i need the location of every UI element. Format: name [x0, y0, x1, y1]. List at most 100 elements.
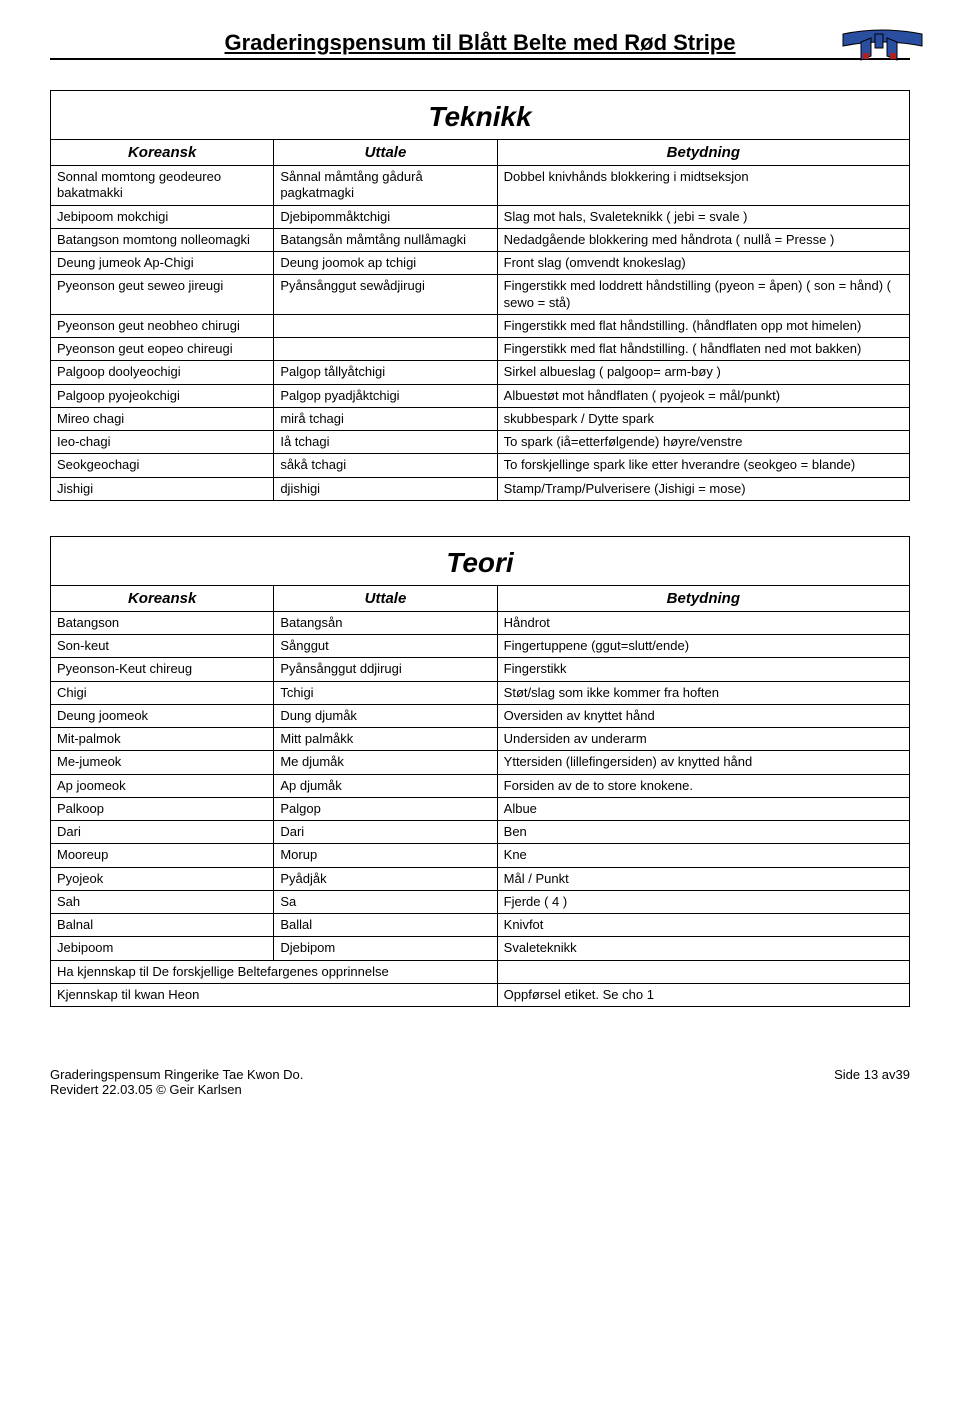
table-cell: Mål / Punkt — [497, 867, 909, 890]
table-cell: Sa — [274, 890, 497, 913]
table-cell: Dung djumåk — [274, 704, 497, 727]
table-cell: Fjerde ( 4 ) — [497, 890, 909, 913]
page-footer: Graderingspensum Ringerike Tae Kwon Do. … — [50, 1067, 910, 1097]
table-cell: Dari — [51, 821, 274, 844]
table-cell — [497, 960, 909, 983]
table-row: Pyeonson geut eopeo chireugi Fingerstikk … — [51, 338, 910, 361]
col-header: Betydning — [497, 585, 909, 611]
table-cell: Slag mot hals, Svaleteknikk ( jebi = sva… — [497, 205, 909, 228]
table-cell: skubbespark / Dytte spark — [497, 407, 909, 430]
table-cell: Svaleteknikk — [497, 937, 909, 960]
table-cell: To forskjellinge spark like etter hveran… — [497, 454, 909, 477]
footer-right: Side 13 av39 — [834, 1067, 910, 1097]
table-cell: Jebipoom mokchigi — [51, 205, 274, 228]
table-cell: mirå tchagi — [274, 407, 497, 430]
table-cell: Chigi — [51, 681, 274, 704]
table-cell: Palgop tållyåtchigi — [274, 361, 497, 384]
table-cell: Me-jumeok — [51, 751, 274, 774]
table-cell: Oversiden av knyttet hånd — [497, 704, 909, 727]
table-row: Ha kjennskap til De forskjellige Beltefa… — [51, 960, 910, 983]
table-cell: Fingerstikk med flat håndstilling. (hånd… — [497, 314, 909, 337]
table-cell: Sånnal måmtång gådurå pagkatmagki — [274, 166, 497, 206]
table-cell: Sirkel albueslag ( palgoop= arm-bøy ) — [497, 361, 909, 384]
table-row: Palgoop doolyeochigiPalgop tållyåtchigiS… — [51, 361, 910, 384]
table-row: ChigiTchigiStøt/slag som ikke kommer fra… — [51, 681, 910, 704]
table-cell: Seokgeochagi — [51, 454, 274, 477]
table-row: Palgoop pyojeokchigiPalgop pyadjåktchigi… — [51, 384, 910, 407]
table-row: Deung jumeok Ap-ChigiDeung joomok ap tch… — [51, 252, 910, 275]
table-row: JebipoomDjebipomSvaleteknikk — [51, 937, 910, 960]
col-header: Uttale — [274, 585, 497, 611]
table-cell: Oppførsel etiket. Se cho 1 — [497, 983, 909, 1006]
table-cell: Håndrot — [497, 611, 909, 634]
table-cell: Albuestøt mot håndflaten ( pyojeok = mål… — [497, 384, 909, 407]
table-cell: Mitt palmåkk — [274, 728, 497, 751]
col-header: Betydning — [497, 140, 909, 166]
table-cell: Pyeonson geut eopeo chireugi — [51, 338, 274, 361]
table-cell: Batangsån — [274, 611, 497, 634]
table-cell: Mit-palmok — [51, 728, 274, 751]
table-row: BatangsonBatangsånHåndrot — [51, 611, 910, 634]
table-cell: Pyeonson geut neobheo chirugi — [51, 314, 274, 337]
table-row: Pyeonson geut neobheo chirugi Fingerstikk… — [51, 314, 910, 337]
table-cell: Undersiden av underarm — [497, 728, 909, 751]
table-cell: Fingerstikk — [497, 658, 909, 681]
table-cell: Ballal — [274, 914, 497, 937]
table-cell: To spark (iå=etterfølgende) høyre/venstr… — [497, 431, 909, 454]
col-header: Koreansk — [51, 140, 274, 166]
table-cell: Palgop pyadjåktchigi — [274, 384, 497, 407]
table-cell: Balnal — [51, 914, 274, 937]
table-cell: Sånggut — [274, 635, 497, 658]
table-cell: Pyeonson-Keut chireug — [51, 658, 274, 681]
table-cell: Nedadgående blokkering med håndrota ( nu… — [497, 228, 909, 251]
table-cell: Djebipommåktchigi — [274, 205, 497, 228]
table-cell: Pyeonson geut seweo jireugi — [51, 275, 274, 315]
belt-icon — [835, 24, 930, 65]
table-cell: Palkoop — [51, 797, 274, 820]
table-row: Mit-palmokMitt palmåkkUndersiden av unde… — [51, 728, 910, 751]
table-row: MooreupMorupKne — [51, 844, 910, 867]
table-cell: Palgoop pyojeokchigi — [51, 384, 274, 407]
table-row: Pyeonson geut seweo jireugiPyånsånggut s… — [51, 275, 910, 315]
table-row: Me-jumeokMe djumåkYttersiden (lillefinge… — [51, 751, 910, 774]
table-cell: Albue — [497, 797, 909, 820]
teori-table: Teori Koreansk Uttale Betydning Batangso… — [50, 536, 910, 1007]
table-cell: Son-keut — [51, 635, 274, 658]
table-cell: Morup — [274, 844, 497, 867]
table-cell: Batangsån måmtång nullåmagki — [274, 228, 497, 251]
table-row: Mireo chagimirå tchagiskubbespark / Dytt… — [51, 407, 910, 430]
table-cell: Ben — [497, 821, 909, 844]
table-cell: djishigi — [274, 477, 497, 500]
table-cell: såkå tchagi — [274, 454, 497, 477]
table-cell — [274, 314, 497, 337]
table-cell: Jishigi — [51, 477, 274, 500]
table-cell: Pyånsånggut ddjirugi — [274, 658, 497, 681]
table-cell: Tchigi — [274, 681, 497, 704]
table-row: Ap joomeokAp djumåkForsiden av de to sto… — [51, 774, 910, 797]
table-cell: Fingertuppene (ggut=slutt/ende) — [497, 635, 909, 658]
table-cell: Forsiden av de to store knokene. — [497, 774, 909, 797]
col-header: Koreansk — [51, 585, 274, 611]
table-cell: Palgop — [274, 797, 497, 820]
table-cell: Deung joomeok — [51, 704, 274, 727]
table-cell — [274, 338, 497, 361]
table-cell: Dobbel knivhånds blokkering i midtseksjo… — [497, 166, 909, 206]
table-row: JishigidjishigiStamp/Tramp/Pulverisere (… — [51, 477, 910, 500]
table-cell: Kjennskap til kwan Heon — [51, 983, 498, 1006]
table-cell: Batangson momtong nolleomagki — [51, 228, 274, 251]
table-cell: Ha kjennskap til De forskjellige Beltefa… — [51, 960, 498, 983]
table-cell: Sonnal momtong geodeureo bakatmakki — [51, 166, 274, 206]
teknikk-table: Teknikk Koreansk Uttale Betydning Sonnal… — [50, 90, 910, 501]
table-row: BalnalBallalKnivfot — [51, 914, 910, 937]
table-cell: Yttersiden (lillefingersiden) av knytted… — [497, 751, 909, 774]
table-cell: Pyojeok — [51, 867, 274, 890]
table-cell: Fingerstikk med flat håndstilling. ( hån… — [497, 338, 909, 361]
table-row: PalkoopPalgopAlbue — [51, 797, 910, 820]
table-row: DariDariBen — [51, 821, 910, 844]
table-cell: Deung joomok ap tchigi — [274, 252, 497, 275]
table-cell: Deung jumeok Ap-Chigi — [51, 252, 274, 275]
table-cell: Mooreup — [51, 844, 274, 867]
table-cell: Knivfot — [497, 914, 909, 937]
footer-line: Graderingspensum Ringerike Tae Kwon Do. — [50, 1067, 303, 1082]
table-cell: Stamp/Tramp/Pulverisere (Jishigi = mose) — [497, 477, 909, 500]
